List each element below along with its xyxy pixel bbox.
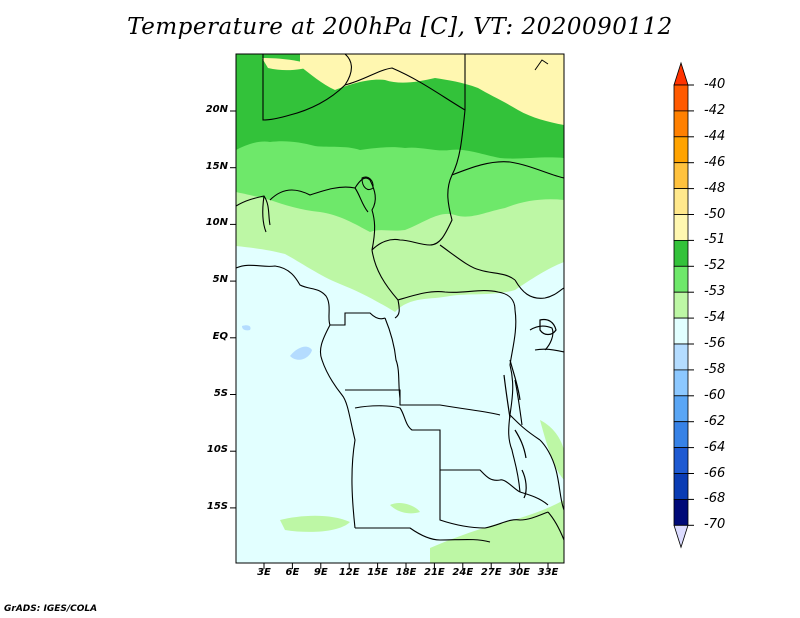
lakes: [503, 318, 557, 499]
colorbar-swatch: [673, 421, 689, 449]
lon-label: 3E: [257, 567, 271, 578]
colorbar-label: -64: [704, 439, 726, 455]
colorbar-swatch: [673, 473, 689, 500]
colorbar-label: -56: [704, 336, 726, 351]
country-borders: [236, 54, 564, 543]
field-patch-south-1: [280, 515, 350, 532]
field-patch-yellow-nw: [262, 58, 315, 71]
map-title: Temperature at 200hPa [C], VT: 202009011…: [127, 14, 673, 40]
credit-text: GrADS: IGES/COLA: [4, 604, 98, 614]
lat-label: 20N: [205, 104, 228, 115]
lon-label: 27E: [480, 567, 502, 578]
map-area: [236, 54, 564, 563]
colorbar-label: -60: [704, 387, 726, 403]
lat-label: 5S: [213, 387, 228, 399]
colorbar-swatch: [673, 188, 689, 215]
lat-label: 10S: [206, 444, 228, 456]
colorbar-swatch: [673, 395, 689, 423]
north-dunes: [534, 59, 549, 71]
colorbar-label: -68: [704, 491, 726, 507]
colorbar-label: -58: [704, 361, 726, 377]
lon-label: 18E: [395, 567, 417, 578]
colorbar-label: -54: [704, 310, 726, 326]
colorbar-label: -62: [704, 413, 726, 429]
lat-label: 5N: [212, 274, 228, 286]
colorbar-label: -44: [704, 128, 726, 144]
colorbar-swatch: [673, 162, 689, 189]
lon-label: 9E: [313, 567, 328, 578]
colorbar-swatch: [673, 447, 689, 474]
field-patch-blue: [290, 346, 312, 360]
colorbar-label: -40: [704, 77, 726, 92]
field-patch-south-2: [430, 500, 564, 563]
lat-ticks: [230, 110, 236, 509]
colorbar-swatch: [673, 214, 689, 241]
colorbar-label: -42: [704, 102, 726, 118]
field-band-minus50: [300, 54, 564, 125]
colorbar-swatch: [673, 498, 689, 526]
colorbar-label: -52: [704, 258, 726, 274]
colorbar-swatch: [673, 343, 689, 371]
colorbar-label: -46: [704, 154, 726, 170]
lat-label: 10N: [205, 217, 228, 229]
colorbar-swatch: [673, 110, 689, 138]
colorbar-label: -70: [704, 517, 726, 533]
lat-label: EQ: [212, 330, 228, 342]
field-patch-sw: [390, 502, 420, 514]
lon-label: 6E: [285, 567, 300, 578]
lon-label: 12E: [338, 567, 360, 578]
colorbar-swatch: [673, 239, 689, 267]
map-frame: [235, 53, 565, 564]
colorbar-swatch: [673, 136, 689, 164]
colorbar-swatch: [673, 317, 689, 345]
colorbar-label: -66: [704, 465, 726, 481]
colorbar: [673, 61, 694, 549]
colorbar-label: -48: [704, 180, 726, 196]
lon-label: 24E: [452, 567, 474, 578]
lat-label: 15S: [206, 500, 228, 512]
colorbar-swatch: [673, 369, 689, 397]
field-patch-east: [540, 420, 564, 480]
colorbar-label: -51: [704, 232, 726, 248]
colorbar-label: -50: [704, 206, 726, 222]
lon-label: 33E: [537, 567, 559, 578]
colorbar-swatch: [673, 84, 689, 112]
lon-label: 15E: [367, 567, 388, 578]
colorbar-arrow-top: [673, 61, 689, 86]
lon-label: 30E: [509, 567, 530, 578]
field-patch-blue-2: [242, 325, 251, 331]
colorbar-label: -53: [704, 284, 726, 300]
lon-label: 21E: [424, 567, 445, 578]
lat-label: 15N: [205, 160, 228, 172]
lon-ticks: [263, 563, 549, 569]
lake-chad: [361, 176, 374, 191]
colorbar-swatch: [673, 265, 689, 293]
colorbar-arrow-bottom: [673, 524, 689, 549]
colorbar-swatch: [673, 291, 689, 319]
